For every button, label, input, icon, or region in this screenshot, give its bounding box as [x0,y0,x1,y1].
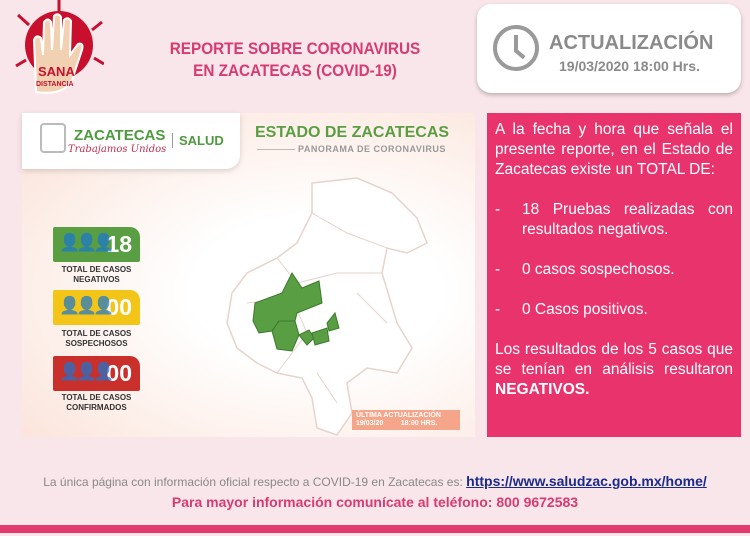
slogan: Trabajamos Unidos [68,144,167,155]
stat-value: 00 [106,294,132,320]
sana-distancia-logo: SANA DISTANCIA [14,0,105,104]
update-box: ACTUALIZACIÓN 19/03/2020 18:00 Hrs. [477,4,741,93]
update-label: ACTUALIZACIÓN [549,32,714,54]
divider [257,149,295,150]
summary-intro: A la fecha y hora que señala el presente… [495,121,733,178]
clock-icon [493,25,539,71]
footer-phone: Para mayor información comunícate al tel… [171,494,579,510]
footer-official-site: La única página con información oficial … [43,473,707,489]
government-header: ZACATECAS Trabajamos Unidos SALUD [22,113,240,169]
stat-value: 18 [106,231,132,257]
zacatecas-map [226,177,428,436]
summary-item: -18 Pruebas realizadas con resultados ne… [495,201,733,238]
summary-closing: Los resultados de los 5 casos que se ten… [495,341,733,398]
coat-of-arms-icon [40,123,66,153]
stat-label: TOTAL DE CASOS NEGATIVOS [61,265,132,284]
last-update-badge: ÚLTIMA ACTUALIZACIÓN 19/03/20 18:00 HRS. [352,410,460,430]
brand-name: ZACATECAS [74,127,166,144]
people-icon: 👤👤👤 [59,362,114,381]
highlighted-municipalities [252,272,340,352]
suspected-cases-badge: 👤👤👤 00 [53,290,140,325]
infographic-card: ZACATECAS Trabajamos Unidos SALUD ESTADO… [22,113,475,437]
svg-text:DISTANCIA: DISTANCIA [36,81,74,88]
title-line-1: REPORTE SOBRE CORONAVIRUS [169,39,421,58]
stat-value: 00 [106,360,132,386]
update-datetime: 19/03/2020 18:00 Hrs. [559,58,700,74]
confirmed-cases-badge: 👤👤👤 00 [53,356,140,391]
summary-box: A la fecha y hora que señala el presente… [487,113,741,437]
card-subheading: PANORAMA DE CORONAVIRUS [298,144,446,154]
svg-text:SANA: SANA [38,64,75,79]
stat-label: TOTAL DE CASOS CONFIRMADOS [61,393,132,412]
summary-item: -0 casos sospechosos. [495,261,675,278]
salud-logo: SALUD [172,133,224,148]
people-icon: 👤👤👤 [59,233,114,252]
people-icon: 👤👤👤 [59,296,114,315]
card-heading: ESTADO DE ZACATECAS [255,124,450,141]
summary-item: -0 Casos positivos. [495,301,648,318]
official-site-link[interactable]: https://www.saludzac.gob.mx/home/ [466,473,707,489]
report-title: REPORTE SOBRE CORONAVIRUS EN ZACATECAS (… [165,38,426,82]
negative-cases-badge: 👤👤👤 18 [53,227,140,262]
bottom-accent-bar [0,525,750,533]
title-line-2: EN ZACATECAS (COVID-19) [193,61,397,80]
stat-label: TOTAL DE CASOS SOSPECHOSOS [61,329,132,348]
